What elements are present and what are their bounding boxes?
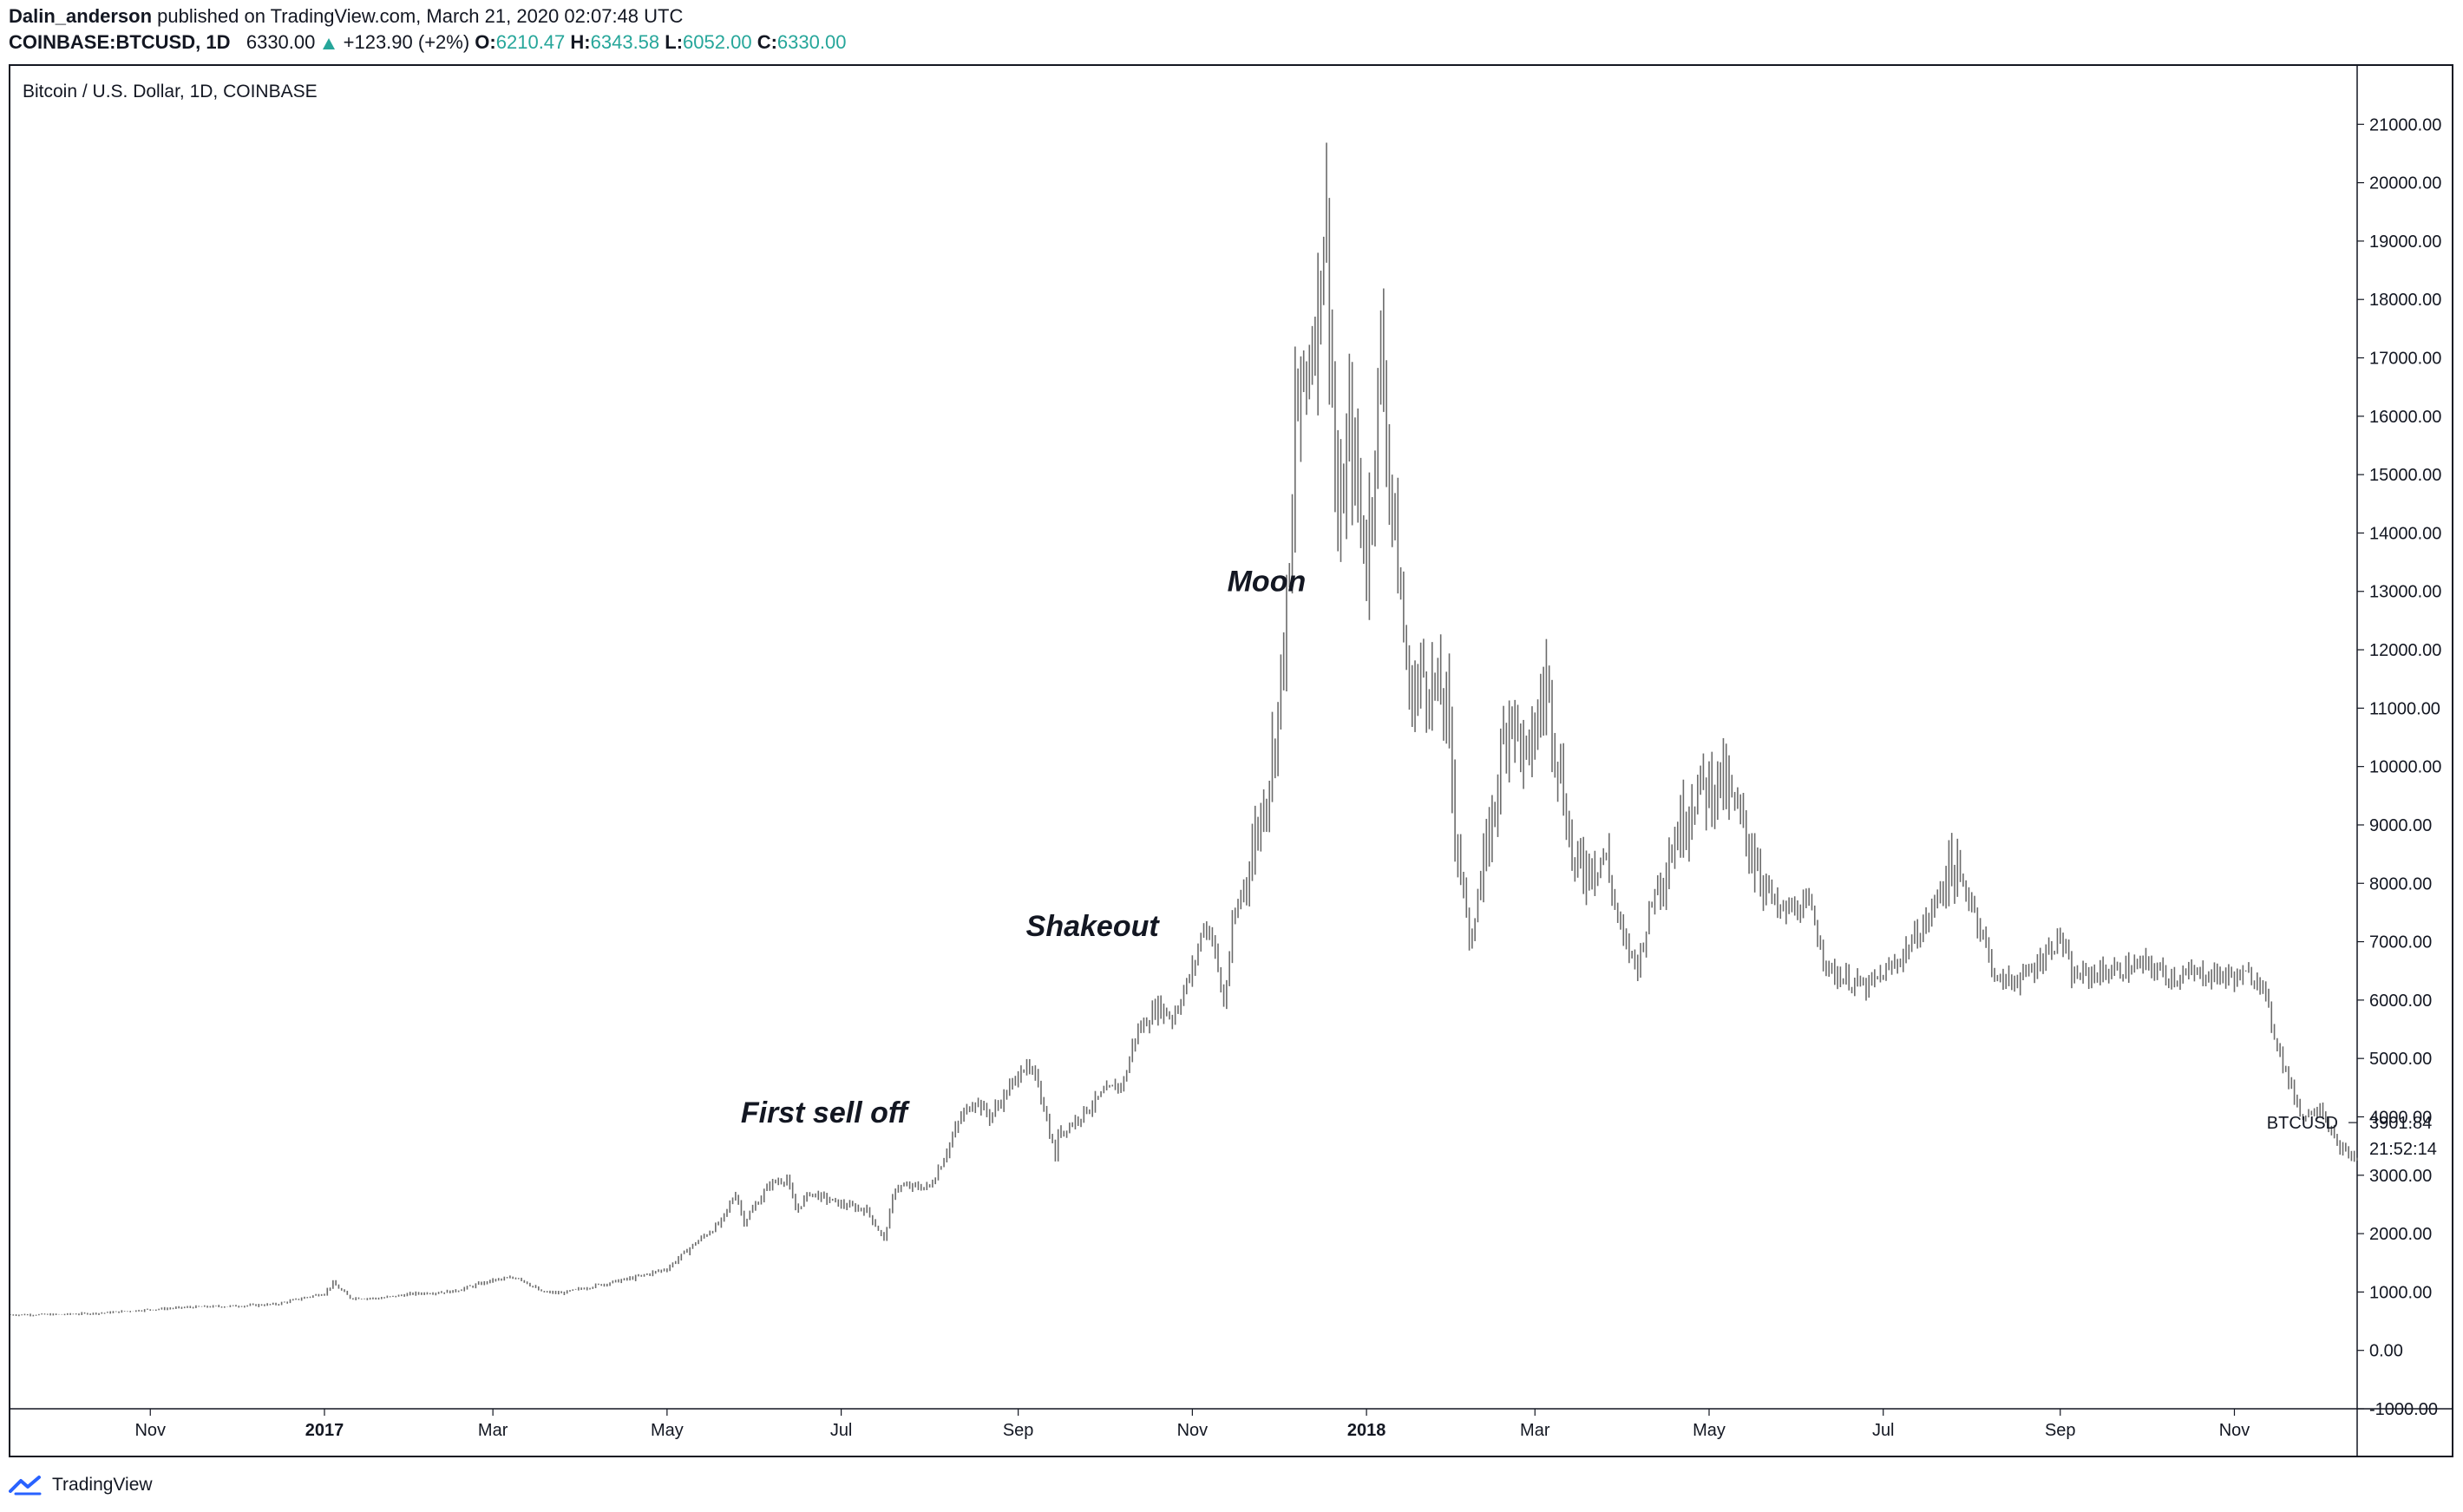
x-tick-label: Jul [830,1421,853,1440]
x-tick-label: 2017 [305,1421,344,1440]
price-label-countdown: 21:52:14 [2369,1140,2437,1159]
publish-info: published on TradingView.com, March 21, … [157,5,684,27]
up-arrow-icon [322,38,335,49]
y-tick-label: 14000.00 [2369,524,2441,543]
y-tick-label: 10000.00 [2369,758,2441,777]
y-tick-label: 4000.00 [2369,1108,2432,1127]
close-price: 6330.00 [246,31,316,53]
low-label: L: [665,31,684,53]
high-label: H: [570,31,591,53]
y-tick-label: 8000.00 [2369,874,2432,893]
y-tick-label: 11000.00 [2369,699,2440,718]
x-tick-label: Nov [134,1421,166,1440]
x-tick-label: Mar [478,1421,508,1440]
open-label: O: [475,31,496,53]
y-tick-label: 6000.00 [2369,992,2432,1011]
annotation-label: First sell off [741,1096,911,1129]
close-value: 6330.00 [776,31,847,53]
price-chart[interactable]: -1000.00 0.00 1000.00 2000.00 3000.00 4000.00… [10,66,2452,1456]
y-tick-label: 0.00 [2369,1342,2403,1361]
y-tick-label: -1000.00 [2369,1400,2438,1419]
y-tick-label: 3000.00 [2369,1167,2432,1186]
y-tick-label: 2000.00 [2369,1225,2432,1244]
high-value: 6343.58 [590,31,660,53]
y-tick-label: 7000.00 [2369,933,2432,952]
price-change: +123.90 (+2%) [343,31,470,53]
y-tick-label: 17000.00 [2369,350,2441,369]
chart-header: Dalin_anderson published on TradingView.… [9,3,2438,59]
chart-frame[interactable]: -1000.00 0.00 1000.00 2000.00 3000.00 4000.00… [9,64,2453,1457]
annotation-label: Shakeout [1026,910,1161,943]
y-tick-label: 15000.00 [2369,466,2441,485]
open-value: 6210.47 [495,31,566,53]
x-tick-label: Nov [2219,1421,2250,1440]
y-tick-label: 18000.00 [2369,291,2441,310]
y-tick-label: 13000.00 [2369,583,2441,602]
symbol-label[interactable]: COINBASE:BTCUSD, 1D [9,31,231,53]
y-tick-label: 5000.00 [2369,1050,2432,1069]
x-tick-label: Sep [1003,1421,1034,1440]
chart-title: Bitcoin / U.S. Dollar, 1D, COINBASE [23,82,318,101]
brand-label[interactable]: TradingView [52,1475,153,1495]
x-tick-label: Mar [1520,1421,1550,1440]
y-tick-label: 19000.00 [2369,232,2441,252]
close-label: C: [757,31,777,53]
y-tick-label: 21000.00 [2369,115,2441,134]
author-name[interactable]: Dalin_anderson [9,5,153,27]
publish-line: Dalin_anderson published on TradingView.… [9,3,2438,29]
x-tick-label: 2018 [1347,1421,1386,1440]
x-tick-label: Sep [2045,1421,2076,1440]
y-tick-label: 1000.00 [2369,1283,2432,1302]
y-tick-label: 9000.00 [2369,816,2432,835]
low-value: 6052.00 [683,31,752,53]
y-tick-label: 20000.00 [2369,174,2441,193]
quote-line: COINBASE:BTCUSD, 1D 6330.00 +123.90 (+2%… [9,29,2438,56]
annotation-label: Moon [1228,566,1307,599]
footer: TradingView [9,1470,153,1500]
x-tick-label: Jul [1872,1421,1895,1440]
tradingview-logo-icon [9,1476,42,1496]
price-label-symbol: BTCUSD [2267,1114,2338,1133]
x-tick-label: Nov [1177,1421,1209,1440]
price-label-value: 3901.84 [2369,1114,2432,1133]
y-tick-label: 16000.00 [2369,408,2441,427]
x-tick-label: May [651,1421,684,1440]
x-tick-label: May [1693,1421,1726,1440]
y-tick-label: 12000.00 [2369,641,2441,660]
